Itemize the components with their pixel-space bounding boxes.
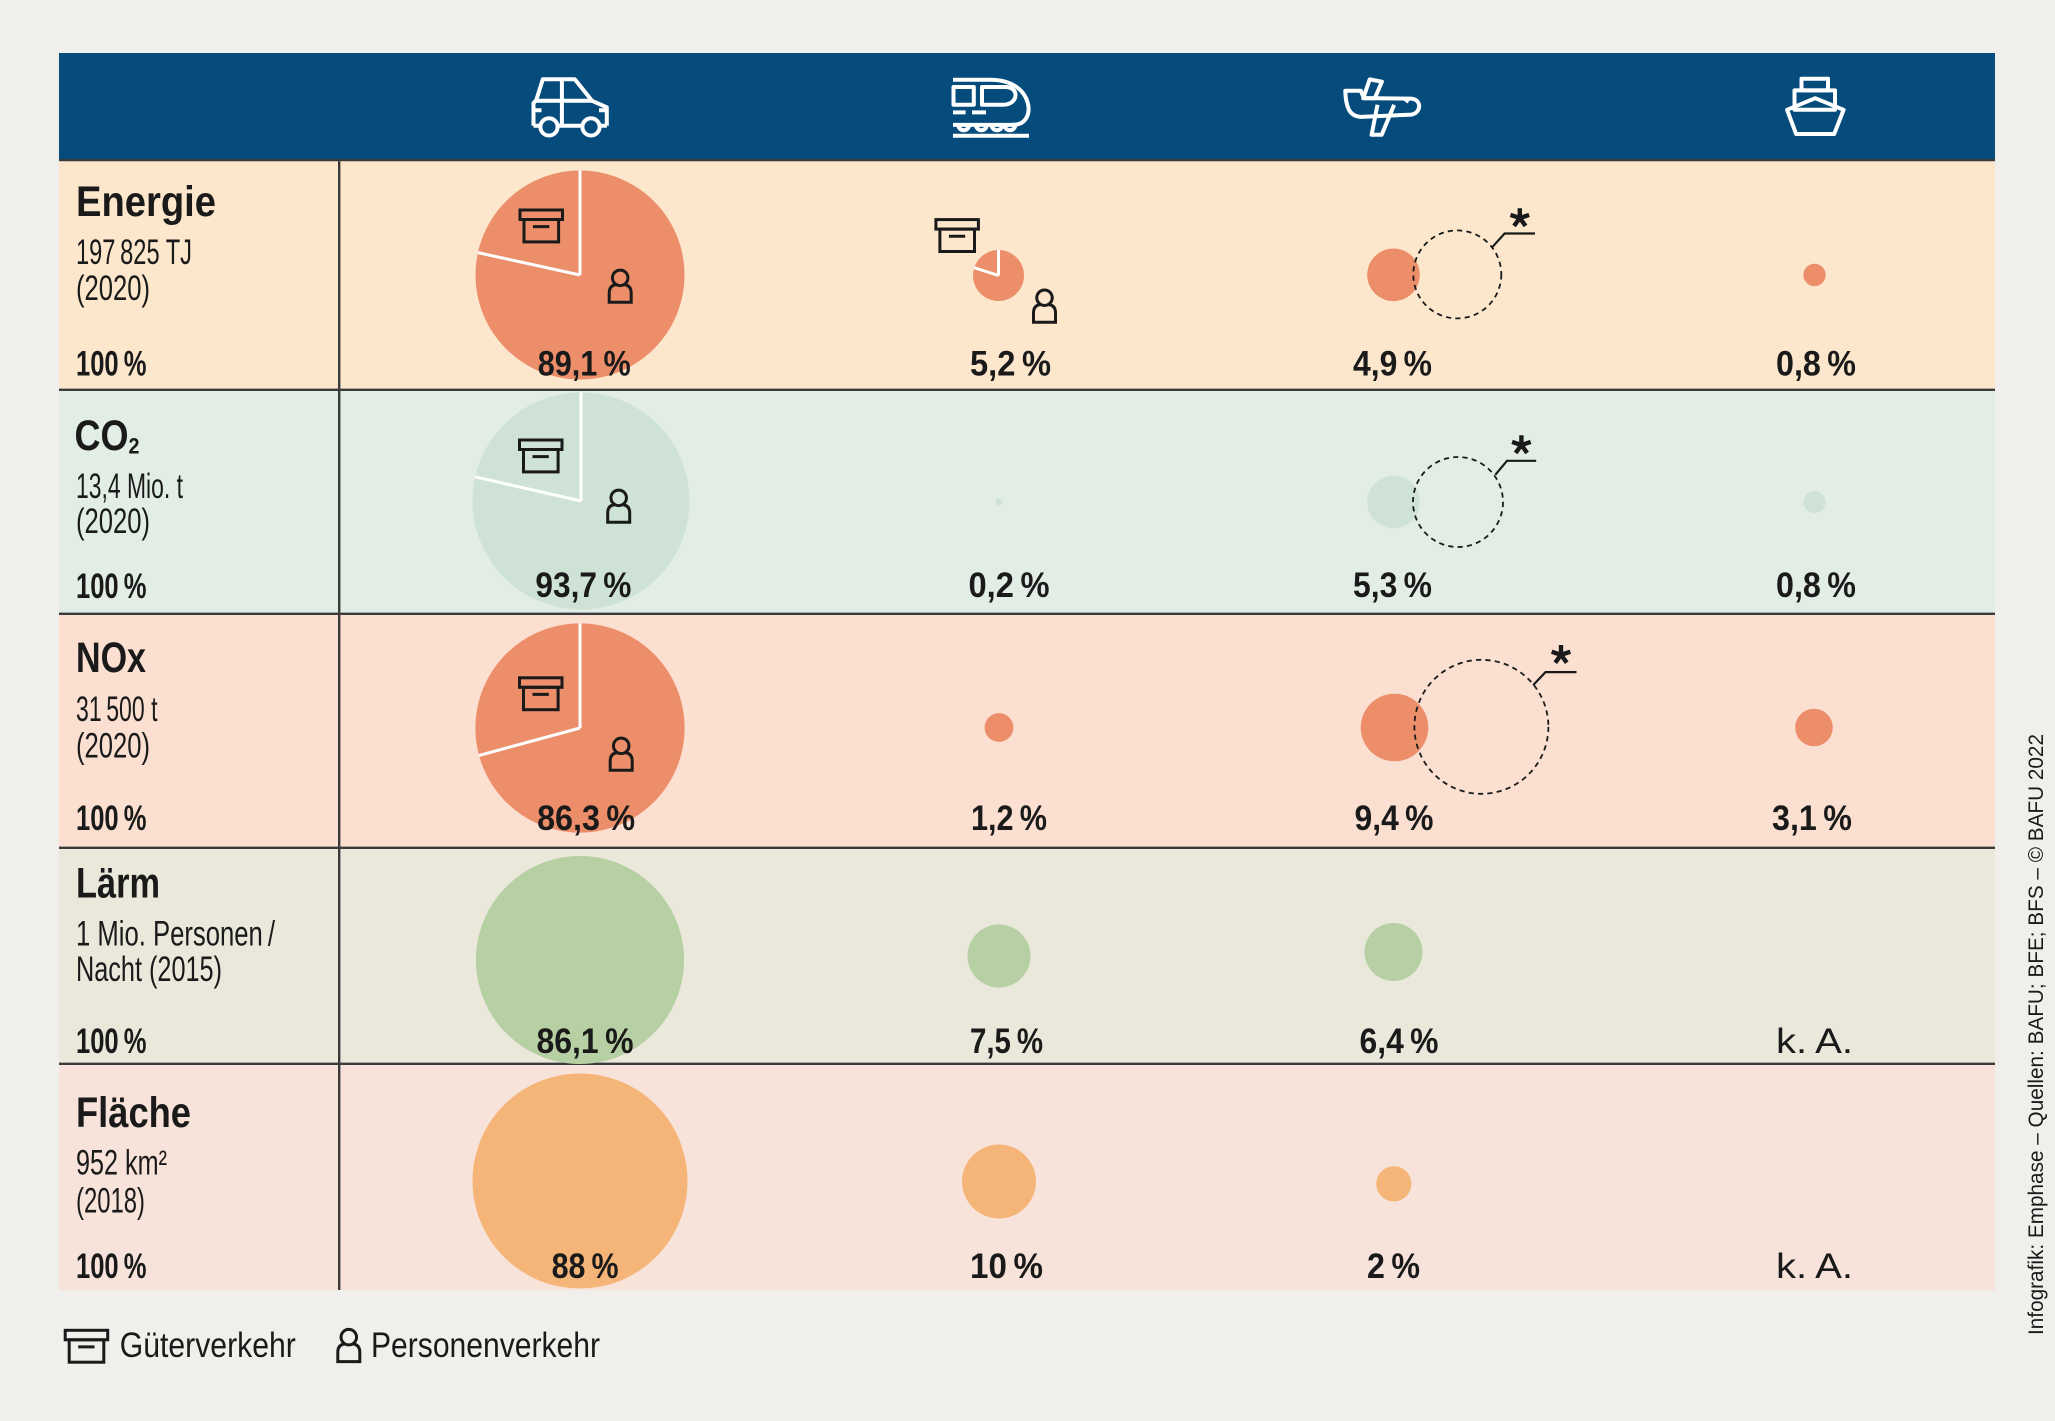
svg-text:88 %: 88 % xyxy=(552,1247,619,1286)
svg-text:86,3 %: 86,3 % xyxy=(537,799,635,838)
svg-text:6,4 %: 6,4 % xyxy=(1360,1022,1439,1061)
svg-text:(2020): (2020) xyxy=(76,269,150,308)
svg-text:1,2 %: 1,2 % xyxy=(971,799,1047,838)
svg-text:31 500 t: 31 500 t xyxy=(76,690,158,729)
svg-text:197 825 TJ: 197 825 TJ xyxy=(76,233,192,272)
svg-text:Güterverkehr: Güterverkehr xyxy=(120,1326,296,1365)
svg-text:2: 2 xyxy=(129,434,140,459)
svg-text:89,1 %: 89,1 % xyxy=(538,345,631,384)
svg-text:9,4 %: 9,4 % xyxy=(1355,799,1434,838)
svg-text:93,7 %: 93,7 % xyxy=(535,566,631,605)
svg-text:0,8 %: 0,8 % xyxy=(1776,566,1856,605)
svg-text:13,4 Mio. t: 13,4 Mio. t xyxy=(76,467,183,506)
svg-text:Lärm: Lärm xyxy=(76,860,160,908)
svg-text:100 %: 100 % xyxy=(76,345,147,384)
svg-text:Infografik: Emphase – Quellen:: Infografik: Emphase – Quellen: BAFU; BFE… xyxy=(2025,734,2048,1335)
svg-text:7,5 %: 7,5 % xyxy=(970,1022,1043,1061)
svg-text:100 %: 100 % xyxy=(76,1247,147,1286)
svg-text:952 km²: 952 km² xyxy=(76,1143,167,1182)
svg-text:100 %: 100 % xyxy=(76,799,147,838)
svg-text:86,1 %: 86,1 % xyxy=(537,1022,634,1061)
svg-text:4,9 %: 4,9 % xyxy=(1353,345,1432,384)
svg-text:5,2 %: 5,2 % xyxy=(970,345,1051,384)
svg-text:100 %: 100 % xyxy=(76,567,147,606)
svg-text:0,2 %: 0,2 % xyxy=(969,566,1050,605)
svg-text:(2020): (2020) xyxy=(76,502,150,541)
svg-text:NOx: NOx xyxy=(76,634,146,682)
svg-text:Nacht (2015): Nacht (2015) xyxy=(76,950,222,989)
svg-text:k. A.: k. A. xyxy=(1776,1247,1853,1286)
svg-text:(2020): (2020) xyxy=(76,726,150,765)
svg-text:1 Mio. Personen /: 1 Mio. Personen / xyxy=(76,915,275,954)
svg-text:CO: CO xyxy=(75,412,129,460)
svg-text:10 %: 10 % xyxy=(970,1247,1043,1286)
svg-text:3,1 %: 3,1 % xyxy=(1772,799,1852,838)
svg-text:(2018): (2018) xyxy=(76,1181,145,1220)
svg-text:100 %: 100 % xyxy=(76,1022,147,1061)
svg-text:5,3 %: 5,3 % xyxy=(1353,566,1432,605)
svg-text:k. A.: k. A. xyxy=(1776,1022,1853,1061)
svg-text:2 %: 2 % xyxy=(1367,1247,1420,1286)
svg-text:Personenverkehr: Personenverkehr xyxy=(371,1326,600,1365)
svg-text:Fläche: Fläche xyxy=(76,1089,191,1137)
svg-text:Energie: Energie xyxy=(76,178,216,226)
svg-text:0,8 %: 0,8 % xyxy=(1776,345,1856,384)
